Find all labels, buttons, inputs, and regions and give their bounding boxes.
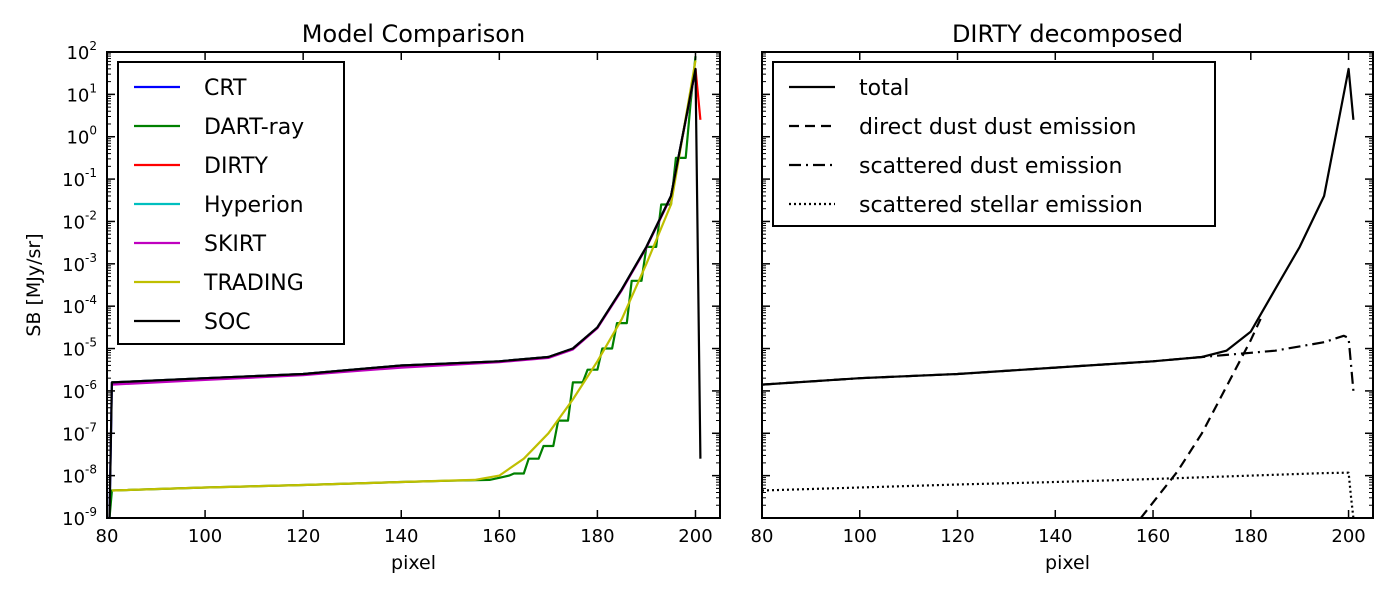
chart-title: Model Comparison [302,20,525,48]
y-tick-label: 10-7 [62,420,97,445]
panel-model-comparison: Model Comparison pixel 80 100 120 140 160 180 20… [23,20,721,574]
y-tick-label: 100 [66,124,97,149]
y-tick-label: 102 [66,39,97,64]
x-tick-label: 100 [188,526,222,547]
x-tick-label: 120 [286,526,320,547]
series-group [108,56,702,518]
y-tick-label: 10-5 [62,336,97,361]
series-line-trading [111,60,697,492]
x-tick-label: 80 [751,526,774,547]
y-axis-label: SB [MJy/sr] [23,233,45,336]
series-line-scattered-dust-emission [762,334,1355,391]
legend-entry: Hyperion [204,193,304,218]
x-tick-label: 80 [96,526,119,547]
series-line-scattered-stellar-emission [762,471,1355,518]
plot-frame [106,51,721,519]
x-tick-label: 160 [482,526,516,547]
legend-entry: scattered stellar emission [859,193,1143,218]
y-tick-label: 10-1 [62,166,97,191]
x-tick-label: 200 [1331,526,1365,547]
legend-entry: DART-ray [204,115,304,140]
y-tick-label: 10-2 [62,208,97,233]
legend-entry: DIRTY [204,154,269,179]
legend-entry: direct dust dust emission [859,115,1136,140]
panel-dirty-decomposed: DIRTY decomposed pixel 80 100 120 140 160 180 20… [751,20,1374,574]
y-tick-label: 10-8 [62,463,97,488]
legend-entry: TRADING [203,271,304,296]
y-tick-label: 10-4 [62,293,97,318]
legend-entry: SKIRT [204,232,267,257]
x-tick-label: 180 [580,526,614,547]
plot-frame [761,51,1374,519]
legend-entry: scattered dust emission [859,154,1122,179]
chart-title: DIRTY decomposed [952,20,1183,48]
x-tick-label: 140 [1038,526,1072,547]
legend: CRT DART-ray DIRTY Hyperion SKIRT TRADING SOC [117,61,345,345]
legend-entry: SOC [204,310,251,335]
series-group [762,67,1355,518]
x-tick-label: 160 [1136,526,1170,547]
x-tick-label: 120 [940,526,974,547]
legend: total direct dust dust emission scattered … [772,61,1216,227]
legend-frame [117,61,345,345]
legend-frame [772,61,1216,227]
series-line-direct-dust-dust-emission [1139,318,1262,518]
series-line-soc [108,67,702,518]
y-tick-label: 10-6 [62,378,97,403]
x-tick-label: 140 [384,526,418,547]
y-tick-label: 10-3 [62,251,97,276]
x-tick-label: 180 [1234,526,1268,547]
y-tick-label: 101 [66,81,97,106]
x-tick-label: 200 [678,526,712,547]
y-tick-label: 10-9 [62,505,97,530]
legend-entry: total [859,76,909,101]
x-tick-label: 100 [843,526,877,547]
legend-entry: CRT [204,76,247,101]
x-axis-label: pixel [1045,552,1090,574]
x-axis-label: pixel [391,552,436,574]
